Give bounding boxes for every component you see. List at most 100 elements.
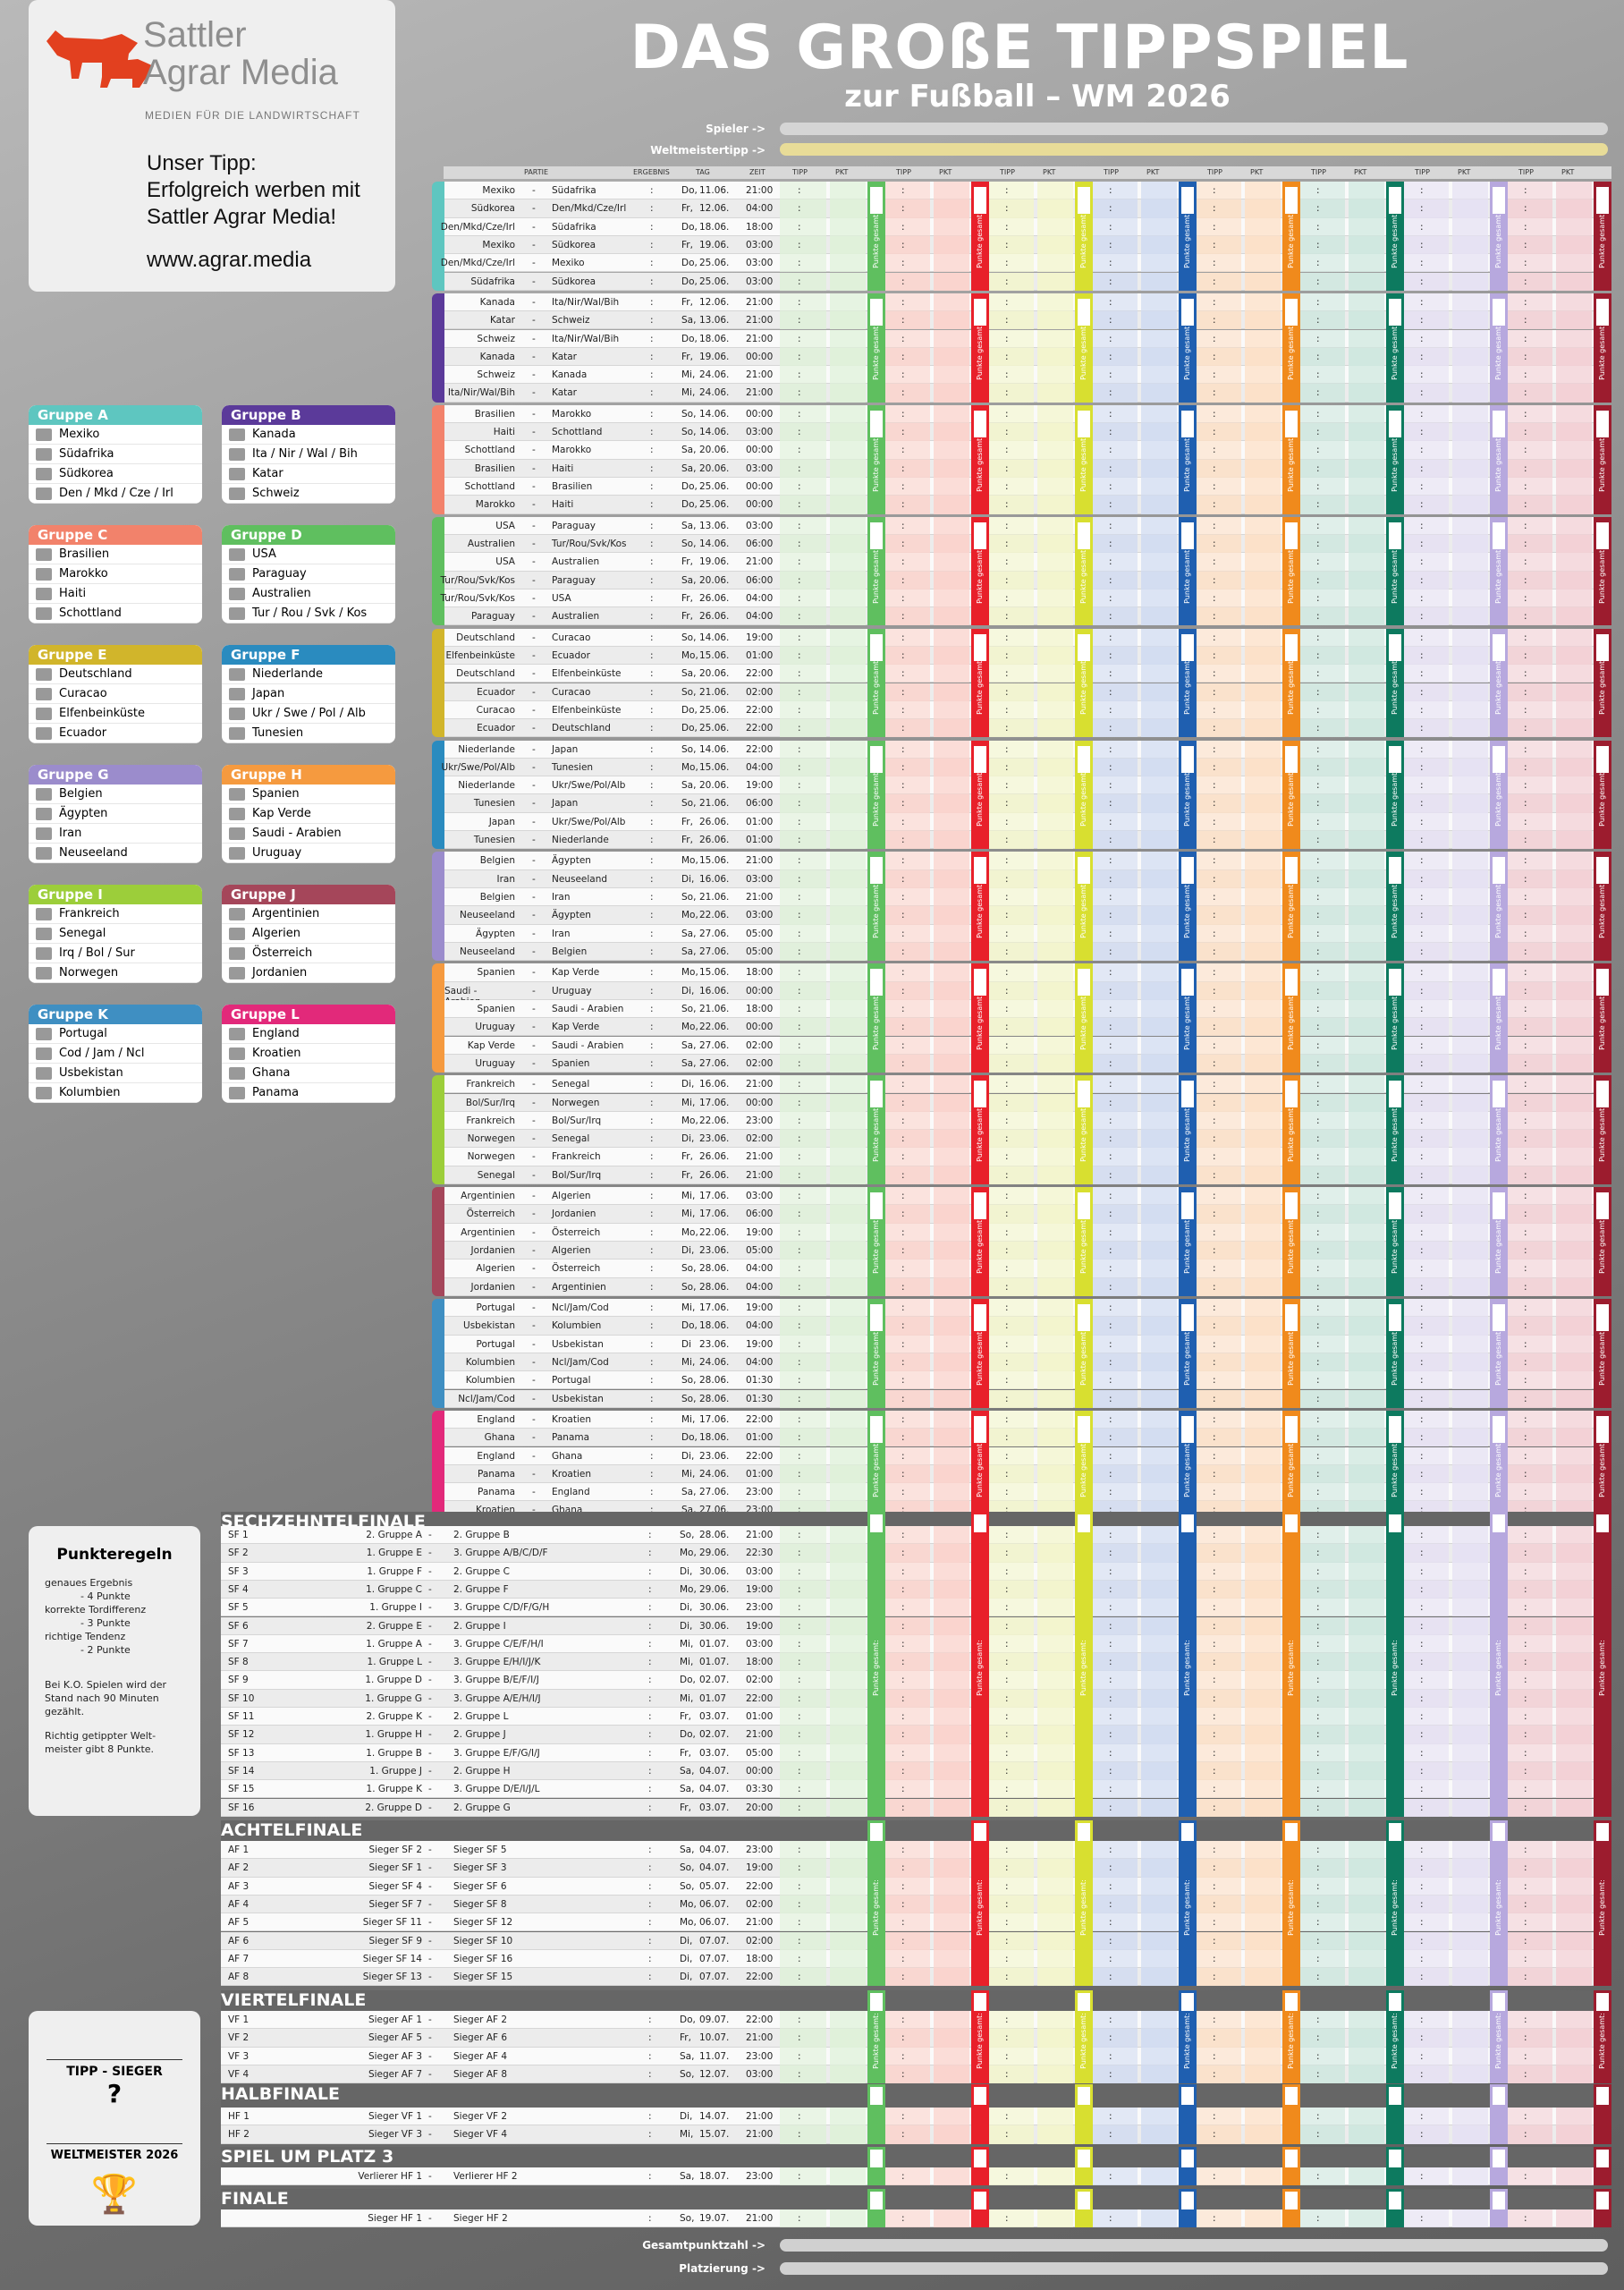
group-header: Gruppe J: [222, 885, 395, 904]
group-card: Gruppe G Belgien Ägypten Iran Neuseeland: [29, 765, 202, 863]
group-team: Kap Verde: [222, 804, 395, 824]
group-header: Gruppe A: [29, 405, 202, 425]
gesamtpunktzahl-bar[interactable]: [780, 2239, 1608, 2252]
platz-label: Platzierung ->: [679, 2262, 765, 2275]
group-team: Portugal: [29, 1024, 202, 1044]
group-team: Curacao: [29, 684, 202, 704]
flag-icon: [36, 847, 52, 860]
group-header: Gruppe L: [222, 1005, 395, 1024]
flag-icon: [229, 1047, 245, 1060]
promo-url[interactable]: www.agrar.media: [147, 247, 360, 274]
team-name: Argentinien: [252, 907, 319, 920]
flag-icon: [229, 788, 245, 801]
group-team: Algerien: [222, 924, 395, 944]
rule-3: richtige Tendenz: [45, 1630, 184, 1643]
team-name: Neuseeland: [59, 846, 128, 860]
group-team: Ukr / Swe / Pol / Alb: [222, 704, 395, 724]
flag-icon: [36, 808, 52, 820]
group-team: Senegal: [29, 924, 202, 944]
group-team: Niederlande: [222, 665, 395, 684]
flag-icon: [229, 668, 245, 681]
flag-icon: [36, 708, 52, 720]
group-team: Den / Mkd / Cze / Irl: [29, 484, 202, 504]
team-name: England: [252, 1027, 300, 1040]
group-team: Südkorea: [29, 464, 202, 484]
group-team: Ita / Nir / Wal / Bih: [222, 445, 395, 464]
team-name: Marokko: [59, 567, 108, 581]
group-team: Iran: [29, 824, 202, 844]
brand-name: Sattler Agrar Media: [143, 16, 338, 91]
weltmeister-label: WELTMEISTER 2026: [29, 2149, 200, 2162]
flag-icon: [36, 488, 52, 500]
group-team: Österreich: [222, 944, 395, 963]
group-card: Gruppe C Brasilien Marokko Haiti Schottland: [29, 525, 202, 623]
group-team: Elfenbeinküste: [29, 704, 202, 724]
team-name: Den / Mkd / Cze / Irl: [59, 487, 173, 500]
flag-icon: [229, 908, 245, 920]
group-team: Australien: [222, 584, 395, 604]
flag-icon: [229, 947, 245, 960]
team-name: Saudi - Arabien: [252, 827, 342, 840]
rules-card: Punkteregeln genaues Ergebnis - 4 Punkte…: [29, 1526, 200, 1816]
team-name: Curacao: [59, 687, 107, 700]
flag-icon: [36, 1047, 52, 1060]
group-card: Gruppe B Kanada Ita / Nir / Wal / Bih Katar…: [222, 405, 395, 504]
brand-line1: Sattler: [143, 16, 338, 54]
team-name: Irq / Bol / Sur: [59, 946, 135, 960]
group-team: Schweiz: [222, 484, 395, 504]
rule-2-points: - 3 Punkte: [45, 1616, 184, 1630]
platzierung-bar[interactable]: [780, 2262, 1608, 2275]
group-team: Deutschland: [29, 665, 202, 684]
flag-icon: [36, 1028, 52, 1040]
trophy-icon: 🏆: [29, 2172, 200, 2217]
flag-icon: [36, 448, 52, 461]
group-card: Gruppe E Deutschland Curacao Elfenbeinküste…: [29, 645, 202, 743]
group-team: Argentinien: [222, 904, 395, 924]
team-name: Uruguay: [252, 846, 301, 860]
team-name: Niederlande: [252, 667, 323, 681]
group-team: Panama: [222, 1083, 395, 1103]
group-team: Uruguay: [222, 844, 395, 863]
flag-icon: [36, 727, 52, 740]
team-name: Panama: [252, 1086, 299, 1099]
group-header: Gruppe G: [29, 765, 202, 785]
group-header: Gruppe H: [222, 765, 395, 785]
flag-icon: [36, 468, 52, 480]
group-team: USA: [222, 545, 395, 564]
brand-card: Sattler Agrar Media MEDIEN FÜR DIE LANDWI…: [29, 0, 395, 292]
flag-icon: [229, 428, 245, 441]
flag-icon: [229, 588, 245, 600]
group-team: Belgien: [29, 785, 202, 804]
spieler-name-bar[interactable]: [780, 123, 1608, 135]
flag-icon: [36, 588, 52, 600]
cow-pig-logo-icon: [39, 23, 160, 95]
flag-icon: [36, 428, 52, 441]
team-name: USA: [252, 547, 276, 561]
flag-icon: [229, 928, 245, 940]
flag-icon: [36, 967, 52, 980]
group-card: Gruppe J Argentinien Algerien Österreich Jor…: [222, 885, 395, 983]
flag-icon: [229, 967, 245, 980]
team-name: Ukr / Swe / Pol / Alb: [252, 707, 366, 720]
group-header: Gruppe D: [222, 525, 395, 545]
team-name: Ghana: [252, 1066, 291, 1080]
team-name: Deutschland: [59, 667, 132, 681]
team-name: Kolumbien: [59, 1086, 120, 1099]
rule-2: korrekte Tordifferenz: [45, 1603, 184, 1616]
group-team: Saudi - Arabien: [222, 824, 395, 844]
weltmeistertipp-bar[interactable]: [780, 143, 1608, 156]
team-name: Österreich: [252, 946, 312, 960]
team-name: Schottland: [59, 606, 122, 620]
page-title: DAS GROßE TIPPSPIEL: [465, 13, 1574, 83]
brand-tagline: MEDIEN FÜR DIE LANDWIRTSCHAFT: [145, 109, 360, 122]
team-name: Paraguay: [252, 567, 307, 581]
group-team: Tunesien: [222, 724, 395, 743]
group-team: Usbekistan: [29, 1064, 202, 1083]
team-name: Jordanien: [252, 966, 307, 980]
group-team: Ecuador: [29, 724, 202, 743]
team-name: Haiti: [59, 587, 86, 600]
group-header: Gruppe B: [222, 405, 395, 425]
team-name: Ecuador: [59, 726, 106, 740]
tipp-sieger-value[interactable]: ?: [29, 2079, 200, 2108]
